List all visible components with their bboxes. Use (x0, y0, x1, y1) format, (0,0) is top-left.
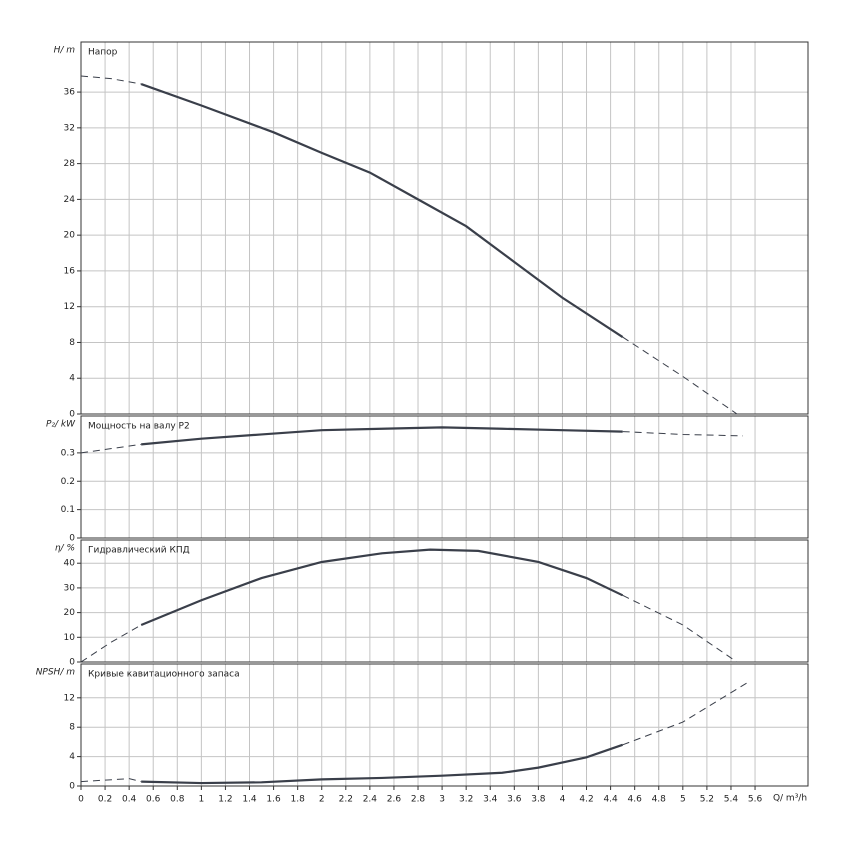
x-tick-label: 4.2 (579, 795, 593, 805)
x-tick-label: 4.6 (628, 795, 643, 805)
curve (140, 82, 624, 339)
panel-title: Гидравлический КПД (88, 546, 190, 556)
y-tick-label: 12 (64, 302, 75, 312)
curve (622, 681, 750, 746)
x-tick-label: 5.2 (700, 795, 714, 805)
y-tick-label: 32 (64, 123, 75, 133)
panel-title: Напор (88, 48, 118, 58)
y-tick-label: 0 (69, 782, 75, 792)
x-tick-label: 4.4 (603, 795, 618, 805)
x-tick-label: 5 (680, 795, 686, 805)
x-tick-label: 0 (78, 795, 84, 805)
y-tick-label: 0.1 (61, 505, 75, 515)
x-tick-label: 1 (198, 795, 204, 805)
x-tick-label: 1.8 (290, 795, 305, 805)
y-tick-label: 8 (69, 723, 75, 733)
y-tick-label: 30 (64, 583, 76, 593)
y-tick-label: 0.2 (61, 477, 75, 487)
y-tick-label: 24 (64, 195, 76, 205)
x-tick-label: 3.6 (507, 795, 522, 805)
x-tick-label: 4 (560, 795, 566, 805)
x-tick-label: 3.4 (483, 795, 498, 805)
y-tick-label: 0 (69, 658, 75, 668)
panel-frame (80, 41, 809, 415)
x-tick-label: 2.4 (363, 795, 378, 805)
x-tick-label: 0.4 (122, 795, 137, 805)
curve (141, 426, 623, 446)
y-axis-label: η/ % (55, 544, 75, 554)
curve (80, 75, 142, 85)
y-tick-label: 12 (64, 693, 75, 703)
y-tick-label: 8 (69, 338, 75, 348)
y-tick-label: 16 (64, 266, 76, 276)
x-tick-label: 2.8 (411, 795, 426, 805)
curve (622, 594, 738, 663)
x-tick-label: 3 (439, 795, 445, 805)
x-tick-label: 4.8 (652, 795, 667, 805)
curve (80, 624, 142, 663)
y-axis-label: NPSH/ m (36, 668, 76, 678)
panel-frame (80, 663, 809, 787)
y-axis-label: P₂/ kW (46, 420, 76, 430)
y-tick-label: 4 (69, 752, 75, 762)
y-tick-label: 0.3 (61, 448, 75, 458)
curve (141, 743, 623, 785)
y-tick-label: 40 (64, 559, 76, 569)
panel-frame (80, 539, 809, 663)
y-tick-label: 20 (64, 608, 76, 618)
y-tick-label: 36 (64, 88, 76, 98)
y-tick-label: 20 (64, 231, 76, 241)
panel-title: Кривые кавитационного запаса (88, 670, 240, 680)
x-tick-label: 3.8 (531, 795, 546, 805)
x-tick-label: 5.6 (748, 795, 763, 805)
y-tick-label: 0 (69, 410, 75, 420)
curve (622, 336, 738, 415)
x-tick-label: 0.6 (146, 795, 161, 805)
x-tick-label: 3.2 (459, 795, 473, 805)
x-tick-label: 1.2 (218, 795, 232, 805)
x-axis-label: Q/ m³/h (773, 794, 807, 804)
curve (622, 431, 744, 437)
y-tick-label: 0 (69, 534, 75, 544)
panel-frame (80, 415, 809, 539)
x-tick-label: 2.2 (339, 795, 353, 805)
curve (80, 443, 142, 454)
x-tick-label: 0.8 (170, 795, 185, 805)
y-tick-label: 28 (64, 159, 76, 169)
x-tick-label: 2.6 (387, 795, 402, 805)
curve (80, 778, 142, 783)
x-tick-label: 1.6 (266, 795, 281, 805)
x-tick-label: 5.4 (724, 795, 739, 805)
x-tick-label: 2 (319, 795, 325, 805)
panel-title: Мощность на валу P2 (88, 422, 190, 432)
x-tick-label: 1.4 (242, 795, 257, 805)
y-tick-label: 4 (69, 374, 75, 384)
y-axis-label: H/ m (54, 46, 76, 56)
x-tick-label: 0.2 (98, 795, 112, 805)
y-tick-label: 10 (64, 633, 76, 643)
curve (140, 548, 624, 626)
